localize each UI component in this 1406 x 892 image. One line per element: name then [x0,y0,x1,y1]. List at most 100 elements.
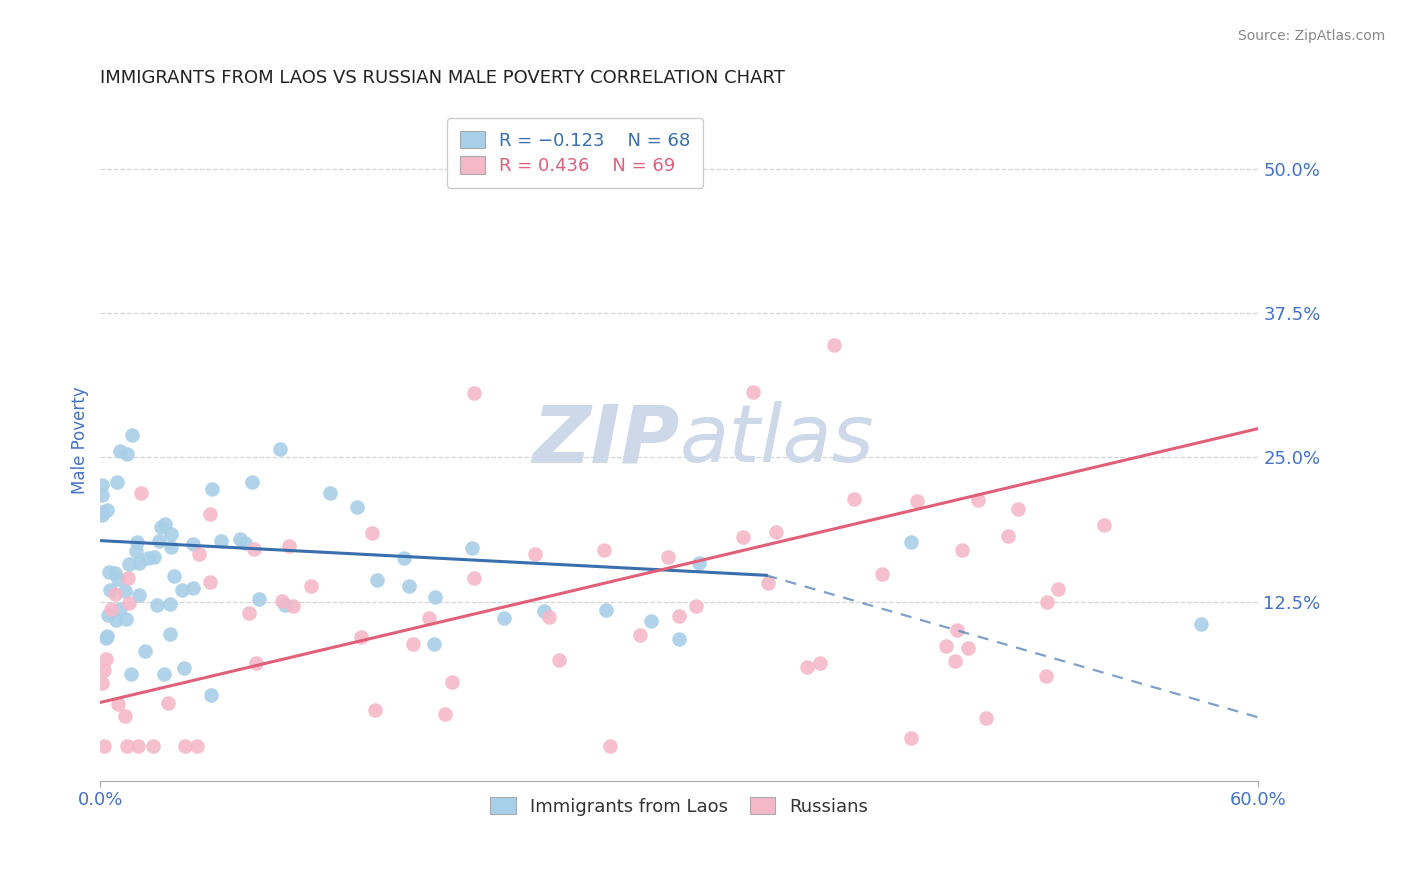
Point [361,526,384,541]
Point [91,508,114,523]
Point [1035,669,1057,683]
Point [97,565,120,579]
Point [319,486,342,500]
Point [595,602,617,616]
Point [91,478,114,492]
Point [976,711,998,725]
Point [114,583,136,598]
Point [125,544,148,558]
Point [756,576,779,591]
Point [808,656,831,670]
Point [533,603,555,617]
Point [145,598,167,612]
Point [153,666,176,681]
Point [350,631,373,645]
Point [233,535,256,549]
Point [211,533,233,548]
Point [872,566,894,581]
Point [967,493,990,508]
Point [172,583,194,598]
Point [159,627,181,641]
Point [127,535,149,549]
Point [492,611,515,625]
Point [96,502,118,516]
Point [599,739,621,754]
Point [668,608,690,623]
Point [107,697,129,711]
Point [688,557,710,571]
Point [592,543,614,558]
Point [346,500,368,515]
Text: ZIP: ZIP [531,401,679,479]
Point [900,731,922,745]
Point [401,637,423,651]
Point [186,739,208,754]
Point [200,507,222,521]
Point [128,556,150,570]
Point [98,583,121,598]
Point [93,739,115,754]
Point [240,475,263,489]
Point [187,547,209,561]
Point [107,573,129,587]
Point [278,539,301,553]
Point [150,520,173,534]
Point [128,588,150,602]
Point [228,533,250,547]
Point [418,611,440,625]
Point [159,540,181,554]
Point [640,614,662,628]
Point [148,533,170,548]
Point [200,688,222,702]
Point [1036,594,1059,608]
Point [463,571,485,585]
Point [270,594,292,608]
Point [900,534,922,549]
Point [100,602,122,616]
Point [423,637,446,651]
Point [842,492,865,507]
Point [97,607,120,622]
Point [1046,582,1069,596]
Point [108,602,131,616]
Point [104,587,127,601]
Point [1092,517,1115,532]
Text: Source: ZipAtlas.com: Source: ZipAtlas.com [1237,29,1385,43]
Point [118,558,141,572]
Point [247,591,270,606]
Point [104,566,127,580]
Point [765,524,787,539]
Point [1007,501,1029,516]
Point [243,542,266,557]
Point [96,632,118,646]
Point [160,527,183,541]
Point [120,667,142,681]
Point [796,660,818,674]
Point [181,582,204,596]
Point [127,739,149,754]
Point [685,599,707,614]
Point [201,482,224,496]
Point [364,703,387,717]
Point [547,653,569,667]
Point [105,613,128,627]
Point [392,551,415,566]
Point [269,442,291,457]
Point [121,428,143,442]
Point [950,543,973,558]
Point [523,547,546,561]
Point [159,598,181,612]
Point [742,385,765,400]
Point [657,550,679,565]
Point [143,549,166,564]
Point [198,575,221,590]
Point [299,579,322,593]
Point [115,447,138,461]
Point [114,612,136,626]
Point [163,569,186,583]
Point [238,607,260,621]
Point [461,541,484,555]
Point [96,629,118,643]
Point [905,494,928,508]
Text: IMMIGRANTS FROM LAOS VS RUSSIAN MALE POVERTY CORRELATION CHART: IMMIGRANTS FROM LAOS VS RUSSIAN MALE POV… [100,69,785,87]
